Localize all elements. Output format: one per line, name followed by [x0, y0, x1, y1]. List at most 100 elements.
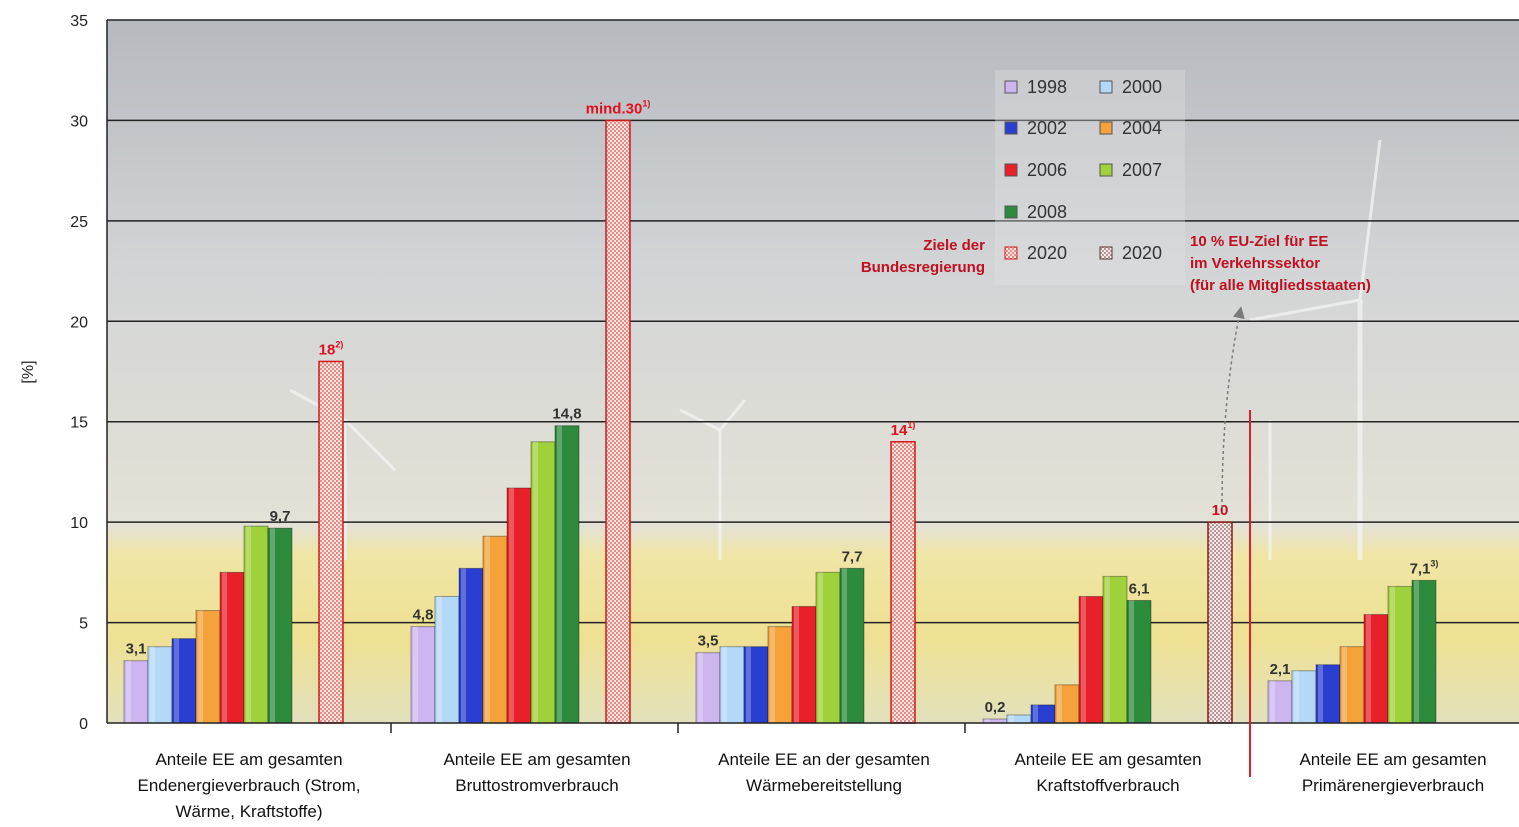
- data-label: 10: [1212, 502, 1229, 519]
- legend-label: 2008: [1027, 202, 1067, 222]
- category-label: Anteile EE am gesamten: [1299, 750, 1486, 769]
- bar-2002: [1315, 664, 1341, 724]
- bar-2008: [1411, 579, 1437, 724]
- legend-label: 1998: [1027, 77, 1067, 97]
- legend-swatch: [1004, 205, 1018, 219]
- data-label: 14,8: [552, 406, 581, 423]
- category-label: Wärmebereitstellung: [746, 776, 902, 795]
- y-tick-label: 0: [79, 716, 88, 733]
- bar-2000: [147, 646, 173, 724]
- annotation-text: 10 % EU-Ziel für EE: [1190, 233, 1328, 250]
- bar-highlight: [270, 528, 275, 723]
- bar-2002: [458, 567, 484, 724]
- bar-highlight: [198, 610, 203, 723]
- bar-highlight: [437, 596, 442, 723]
- bar-2004: [1339, 646, 1365, 724]
- bar-highlight: [461, 568, 466, 723]
- bar-2007: [243, 525, 269, 724]
- legend-label: 2020: [1122, 243, 1162, 263]
- bar-2008: [267, 527, 293, 724]
- legend-label: 2007: [1122, 160, 1162, 180]
- data-label: 0,2: [985, 699, 1006, 716]
- x-axis-category-labels: Anteile EE am gesamten Endenergieverbrauc…: [137, 750, 1486, 821]
- bar-highlight: [746, 646, 751, 723]
- legend-swatch: [1004, 246, 1018, 260]
- bar-highlight: [174, 638, 179, 723]
- category-label: Kraftstoffverbrauch: [1036, 776, 1179, 795]
- legend-label: 2020: [1027, 243, 1067, 263]
- legend-swatch: [1004, 121, 1018, 135]
- y-tick-label: 30: [70, 113, 88, 130]
- x-axis: [107, 410, 1519, 777]
- bar-2008: [839, 567, 865, 724]
- bar-highlight: [1294, 670, 1299, 723]
- legend-swatch: [1099, 121, 1113, 135]
- category-label: Anteile EE am gesamten: [155, 750, 342, 769]
- data-label: mind.301): [586, 98, 651, 117]
- y-axis-label: [%]: [20, 360, 37, 383]
- bar-highlight: [413, 626, 418, 723]
- bar-highlight: [818, 572, 823, 723]
- data-labels: 3,19,7182)4,814,8mind.301)3,57,7141)0,26…: [126, 98, 1439, 716]
- bar-2008: [1126, 599, 1152, 724]
- annotation-text: im Verkehrssektor: [1190, 255, 1320, 272]
- bar-highlight: [1033, 704, 1038, 723]
- bar-2006: [1078, 595, 1104, 724]
- bar-highlight: [1129, 600, 1134, 723]
- data-label: 3,1: [126, 641, 147, 658]
- legend-note: Ziele der: [923, 237, 985, 254]
- bar-highlight: [1081, 596, 1086, 723]
- legend-swatch: [1099, 163, 1113, 177]
- legend-label: 2002: [1027, 118, 1067, 138]
- legend-background: [995, 70, 1185, 285]
- y-tick-label: 20: [70, 314, 88, 331]
- eu-target-annotation: 10 % EU-Ziel für EE im Verkehrssektor (für…: [1190, 233, 1371, 509]
- bar-2020: [318, 360, 344, 724]
- bar-highlight: [1342, 646, 1347, 723]
- category-label: Wärme, Kraftstoffe): [175, 802, 322, 821]
- legend-label: 2006: [1027, 160, 1067, 180]
- bar-highlight: [770, 626, 775, 723]
- data-label: 4,8: [413, 607, 434, 624]
- legend-label: 2000: [1122, 77, 1162, 97]
- bar-2004: [767, 626, 793, 724]
- bar-2004: [482, 535, 508, 724]
- annotation-text: (für alle Mitgliedsstaaten): [1190, 277, 1371, 294]
- legend-label: 2004: [1122, 118, 1162, 138]
- bar-highlight: [1318, 664, 1323, 723]
- bar-2020: [605, 119, 631, 724]
- data-label: 3,5: [698, 633, 719, 650]
- bar-2020: [1207, 521, 1233, 724]
- bar-2006: [219, 571, 245, 724]
- data-label: 9,7: [270, 508, 291, 525]
- bar-highlight: [557, 425, 562, 723]
- bar-2004: [195, 610, 221, 724]
- category-label: Bruttostromverbrauch: [455, 776, 618, 795]
- bar-highlight: [1390, 586, 1395, 723]
- y-tick-label: 5: [79, 616, 88, 633]
- bar-2020: [890, 441, 916, 724]
- bar-highlight: [794, 606, 799, 723]
- y-axis-ticks: 0 5 10 15 20 25 30 35: [70, 13, 108, 733]
- bar-2006: [791, 606, 817, 724]
- y-tick-label: 15: [70, 415, 88, 432]
- bar-highlight: [1366, 614, 1371, 723]
- annotation-arrow: [1221, 306, 1245, 509]
- bar-highlight: [150, 646, 155, 723]
- data-label: 7,7: [842, 548, 863, 565]
- legend-swatch: [1004, 80, 1018, 94]
- wind-turbines-decoration: [289, 139, 1382, 560]
- y-tick-label: 10: [70, 515, 88, 532]
- bar-highlight: [842, 568, 847, 723]
- y-tick-label: 35: [70, 13, 88, 30]
- bar-2007: [1102, 575, 1128, 724]
- bar-highlight: [1057, 684, 1062, 723]
- legend-swatch: [1099, 80, 1113, 94]
- data-label: 6,1: [1129, 580, 1150, 597]
- bar-highlight: [509, 487, 514, 723]
- category-label: Primärenergieverbrauch: [1302, 776, 1484, 795]
- bar-highlight: [126, 660, 131, 723]
- bar-2002: [171, 638, 197, 724]
